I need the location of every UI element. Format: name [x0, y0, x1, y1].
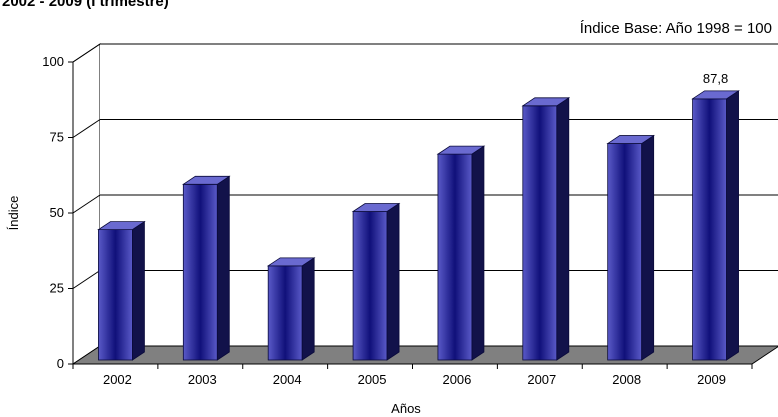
y-tick-label: 100 [42, 54, 64, 69]
gridline-side [72, 270, 101, 289]
y-tick-label: 0 [57, 356, 64, 371]
gridline-side [72, 119, 101, 138]
bar-top [351, 203, 401, 212]
plot-walls [71, 43, 778, 365]
bar-front [522, 105, 558, 361]
x-tick-label: 2008 [612, 372, 641, 387]
chart-title: 2002 - 2009 (I trimestre) [2, 0, 169, 10]
bar-side [641, 134, 655, 361]
bar-top [521, 97, 571, 107]
floor [71, 345, 778, 365]
data-label: 87,8 [703, 71, 728, 86]
bar-front [182, 183, 218, 361]
bar-side [216, 175, 230, 361]
x-axis-title: Años [391, 401, 421, 416]
bar-front [98, 229, 133, 361]
bar-top [436, 145, 486, 155]
bars [97, 90, 740, 361]
y-tick-label: 75 [50, 130, 64, 145]
bar-top [97, 221, 146, 231]
x-tick-label: 2002 [103, 372, 132, 387]
x-tick-label: 2003 [188, 372, 217, 387]
axes [68, 61, 753, 369]
y-tick-label: 50 [50, 205, 64, 220]
labels: 0 25 50 75 100 2002 2003 2004 2005 2006 2007 2008 20… [42, 54, 728, 387]
gridline-side [72, 194, 101, 214]
x-tick-label: 2009 [697, 372, 726, 387]
bar-front [267, 265, 303, 361]
bar-side [556, 97, 570, 361]
bar-side [726, 90, 739, 361]
bar-side [386, 202, 400, 361]
bar-side [301, 257, 315, 361]
bar-top [266, 257, 316, 267]
bar-top [606, 135, 656, 144]
y-axis-title: Índice [6, 196, 21, 231]
gridline-side [72, 43, 101, 63]
bar-front [692, 98, 727, 361]
x-tick-label: 2007 [527, 372, 556, 387]
bar-front [437, 153, 473, 361]
bar-side [132, 220, 145, 361]
x-tick-label: 2004 [273, 372, 302, 387]
x-tick-label: 2005 [358, 372, 387, 387]
bar-side [471, 145, 485, 361]
bar-front [607, 143, 643, 361]
x-tick-label: 2006 [442, 372, 471, 387]
chart-subtitle: Índice Base: Año 1998 = 100 [579, 20, 772, 37]
y-tick-label: 25 [50, 281, 64, 296]
bar-top [691, 90, 740, 100]
bar-top [181, 175, 231, 185]
bar-front [352, 211, 388, 361]
